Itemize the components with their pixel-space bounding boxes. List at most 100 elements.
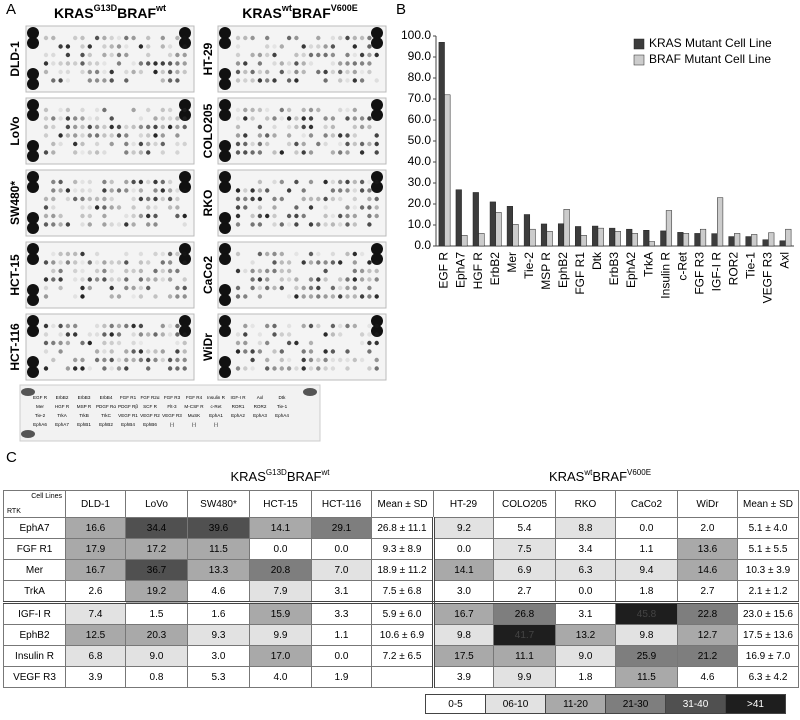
value-cell: 0.0 [555, 580, 616, 604]
key-label: Tie-1 [277, 404, 288, 409]
key-label: PDGF Rα [96, 404, 116, 409]
blot-spot [73, 332, 78, 337]
data-row: TrkA 2.6 19.2 4.6 7.9 3.1 7.5 ± 6.8 3.0 2.7 0.0 1.… [3, 580, 799, 604]
blot-spot [330, 124, 336, 130]
x-tick-label: Tie-2 [522, 252, 536, 279]
blot-spot [272, 323, 277, 329]
row-header: FGF R1 [3, 538, 66, 560]
mean-cell: 9.3 ± 8.9 [371, 538, 435, 560]
blot-spot [65, 124, 71, 130]
blot-spot [131, 69, 136, 75]
reference-spot [219, 99, 231, 111]
blot-spot [58, 179, 63, 185]
key-label: FGF R4 [186, 395, 203, 400]
row-header: IGF-I R [3, 602, 66, 625]
blot-spot [330, 188, 336, 193]
blot [25, 241, 195, 309]
value-cell: 1.1 [311, 624, 372, 646]
header-row: Cell Lines RTK DLD-1 LoVo SW480* HCT-15 HCT-11… [3, 490, 799, 518]
key-label: (-) [170, 422, 175, 427]
blot-spot [153, 213, 158, 219]
reference-spot [27, 99, 39, 111]
blot-spot [80, 260, 85, 265]
blot-spot [167, 179, 173, 185]
blot-spot [243, 205, 248, 210]
blot-spot [301, 150, 306, 155]
blot-spot [250, 349, 255, 354]
blot-spot [160, 357, 165, 363]
reference-spot [371, 325, 383, 337]
blot-spot [94, 349, 100, 354]
blot-spot [250, 213, 255, 219]
blot-spot [294, 222, 299, 227]
blot-spot [182, 188, 187, 193]
blot-spot [102, 268, 107, 274]
blot-spot [257, 124, 263, 130]
reference-spot [179, 181, 191, 193]
blot-spot [257, 133, 263, 138]
bar [563, 209, 570, 247]
blot-spot [146, 277, 151, 282]
value-cell: 39.6 [187, 517, 250, 539]
bar [648, 241, 655, 247]
blot-spot [124, 323, 129, 329]
blot-spot [175, 323, 180, 329]
blot-spot [257, 141, 263, 147]
blot-spot [43, 107, 49, 113]
blot-spot [175, 340, 180, 346]
blot-spot [116, 294, 122, 299]
bar [745, 236, 752, 247]
blot-spot [338, 285, 343, 291]
bar [665, 210, 673, 247]
blot-spot [352, 107, 357, 113]
blot-spot [124, 222, 129, 227]
row-header: EphB2 [3, 624, 66, 646]
blot-spot [51, 260, 56, 265]
blot-spot [243, 366, 248, 371]
gene: BRAF [287, 469, 322, 484]
blot-spot [73, 124, 78, 130]
blot-spot [308, 52, 314, 58]
blot-spot [323, 179, 328, 185]
key-label: EGF R [33, 395, 48, 400]
value-cell: 9.9 [493, 666, 556, 688]
value-cell: 9.4 [615, 559, 678, 581]
bar [614, 231, 621, 247]
blot-spot [265, 69, 270, 75]
y-tick-label: 50.0 [408, 133, 432, 147]
blot-spot [359, 116, 365, 121]
blot-spot [109, 340, 114, 346]
blot-spot [367, 61, 372, 66]
blot-spot [345, 179, 350, 185]
blot-spot [338, 294, 343, 299]
reference-spot [219, 253, 231, 265]
blot-spot [345, 69, 350, 75]
bar [711, 233, 718, 247]
blot-spot [160, 260, 165, 265]
blot-spot [80, 357, 85, 363]
blot-spot [116, 357, 122, 363]
blot-spot [65, 332, 71, 337]
blot-spot [131, 285, 136, 291]
row-header: TrkA [3, 580, 66, 604]
shade-legend: 0-5 06-10 11-20 21-30 31-40 >41 [425, 694, 786, 714]
blot-spot [323, 277, 328, 282]
blot-spot [359, 277, 365, 282]
blot-spot [51, 213, 56, 219]
bar [478, 233, 485, 247]
blot-spot [359, 35, 365, 41]
blot-spot [338, 133, 343, 138]
blot-spot [167, 332, 173, 337]
blot-spot [323, 205, 328, 210]
blot-spot [87, 78, 93, 83]
blot-spot [352, 277, 357, 282]
blot-spot [167, 107, 173, 113]
blot-spot [43, 116, 49, 121]
blot-spot [167, 52, 173, 58]
x-tick-label: EGF R [437, 252, 451, 289]
bar [609, 227, 616, 247]
blot-spot [330, 349, 336, 354]
blot-spot [294, 285, 299, 291]
key-label: EphA7 [55, 422, 69, 427]
value-cell: 9.2 [433, 517, 494, 539]
